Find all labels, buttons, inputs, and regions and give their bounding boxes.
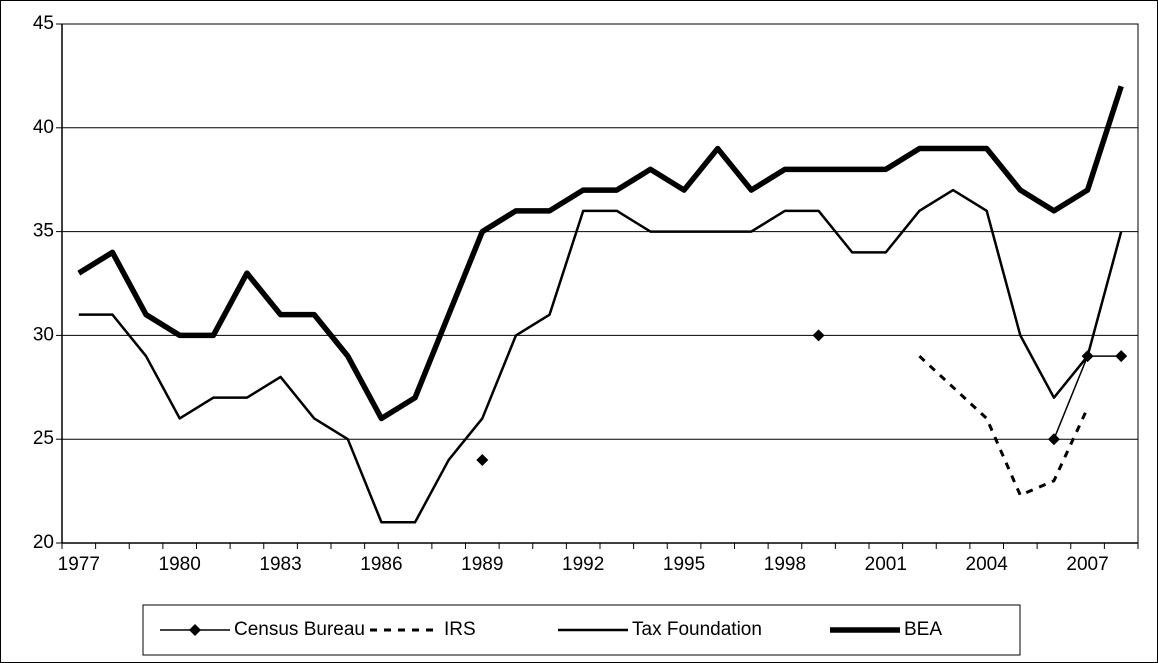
legend-label: IRS bbox=[444, 619, 476, 640]
x-tick-label: 1998 bbox=[764, 554, 806, 575]
legend: Census Bureau IRS Tax Foundation BEA bbox=[142, 604, 1021, 656]
x-tick-label: 1980 bbox=[159, 554, 201, 575]
series-line bbox=[78, 188, 1123, 524]
y-tick-label: 40 bbox=[33, 117, 54, 138]
x-tick-label: 1986 bbox=[360, 554, 402, 575]
legend-label: Census Bureau bbox=[234, 619, 365, 640]
x-tick-label: 1995 bbox=[663, 554, 705, 575]
y-tick-label: 35 bbox=[33, 221, 54, 242]
x-tick-label: 2001 bbox=[865, 554, 907, 575]
series-marker bbox=[476, 453, 489, 466]
series-marker bbox=[1047, 433, 1060, 446]
series-marker bbox=[1115, 350, 1128, 363]
y-tick-label: 25 bbox=[33, 428, 54, 449]
legend-marker bbox=[189, 624, 201, 636]
x-tick-label: 2007 bbox=[1066, 554, 1108, 575]
legend-label: Tax Foundation bbox=[632, 619, 762, 640]
x-tick-label: 2004 bbox=[966, 554, 1009, 575]
x-tick-label: 1989 bbox=[461, 554, 503, 575]
legend-label: BEA bbox=[904, 619, 942, 640]
y-tick-label: 30 bbox=[33, 324, 54, 345]
x-tick-label: 1977 bbox=[58, 554, 100, 575]
x-tick-label: 1983 bbox=[259, 554, 301, 575]
y-tick-label: 45 bbox=[33, 13, 54, 34]
x-tick-label: 1992 bbox=[562, 554, 604, 575]
series-marker bbox=[812, 329, 825, 342]
y-tick-label: 20 bbox=[33, 532, 54, 553]
series-line bbox=[918, 355, 1089, 497]
series-line bbox=[77, 85, 1124, 422]
plot-area bbox=[61, 23, 1139, 544]
